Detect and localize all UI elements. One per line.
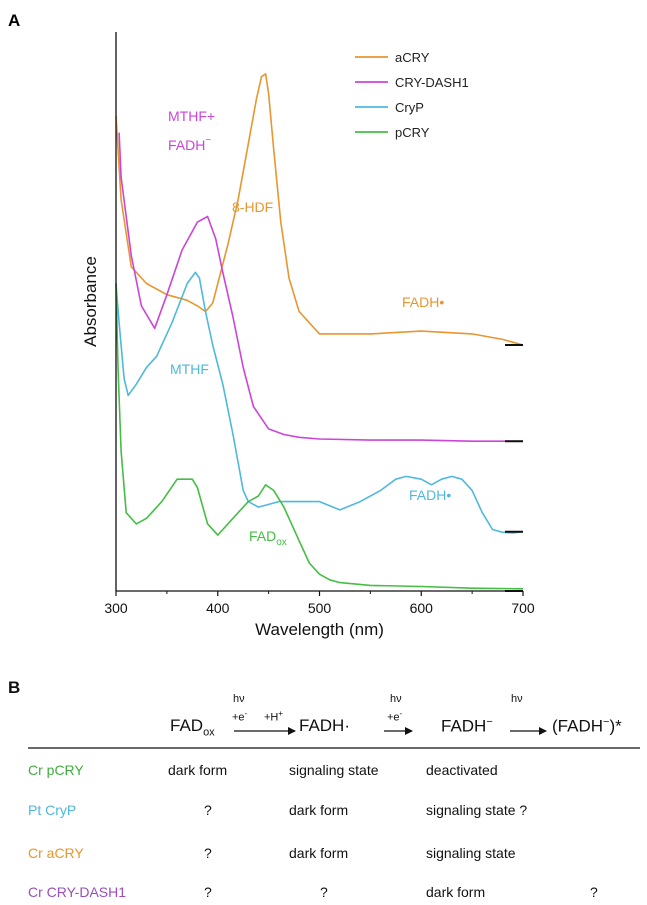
series-line-cry-dash1 (118, 132, 523, 442)
annotation-label: FADox (249, 528, 287, 548)
series-line-cryp (115, 271, 524, 534)
panel-b-letter: B (8, 678, 21, 697)
state-fadh-excited: (FADH−)* (552, 716, 622, 737)
x-tick-label: 600 (410, 600, 434, 616)
row-cell: dark form (289, 802, 349, 818)
state-fadh-excited-post: )* (609, 716, 622, 736)
legend-label: pCRY (395, 125, 430, 140)
state-fadh-radical: FADH· (299, 716, 350, 735)
row-cell: ? (204, 884, 212, 900)
series-line-pcry (115, 283, 524, 590)
row-cell: signaling state ? (426, 802, 528, 818)
row-cell: ? (320, 884, 328, 900)
row-cell: ? (204, 802, 212, 818)
axes: 300 400 500 600 700 (104, 32, 535, 616)
arrow1-electron: +e- (232, 709, 247, 724)
arrow2-electron-sup: - (399, 709, 403, 718)
arrow1-proton: +H+ (264, 709, 283, 724)
x-tick-label: 400 (206, 600, 230, 616)
legend-label: CryP (395, 100, 424, 115)
annotation-label: FADH• (402, 294, 444, 310)
state-fadh-anion-base: FADH (441, 716, 487, 736)
arrow2-electron: +e- (387, 709, 402, 724)
annotations: MTHF+ FADH− 8-HDF FADH• MTHF FADH• FADox (168, 108, 451, 548)
row-cell: dark form (289, 845, 349, 861)
annotation-label: 8-HDF (232, 199, 273, 215)
x-tick-label: 500 (308, 600, 332, 616)
row-organism-acry: Cr aCRY (28, 845, 84, 861)
arrow1-hv: hν (233, 693, 245, 705)
legend-label: aCRY (395, 50, 430, 65)
series-line-acry (115, 73, 524, 346)
plot-area (115, 73, 524, 592)
state-fadh-excited-pre: (FADH (552, 716, 603, 736)
annotation-label: MTHF+ (168, 108, 215, 124)
x-axis-label: Wavelength (nm) (255, 620, 384, 639)
state-fadh-anion-sup: − (486, 716, 493, 728)
row-cell: signaling state (426, 845, 516, 861)
x-tick-label: 300 (104, 600, 128, 616)
arrow1-proton-sup: + (278, 709, 284, 718)
row-cell: ? (590, 884, 598, 900)
row-cell: dark form (168, 762, 228, 778)
row-organism-cryp: Pt CryP (28, 802, 77, 818)
state-fadh-excited-sup: − (603, 716, 610, 728)
arrow3-hv: hν (511, 693, 523, 705)
arrow2-electron-text: +e (387, 711, 400, 724)
arrow1-electron-text: +e (232, 711, 245, 724)
state-fad-ox: FADox (170, 716, 215, 738)
row-cell: deactivated (426, 762, 498, 778)
arrow1-electron-sup: - (244, 709, 248, 718)
state-fad-ox-sub: ox (203, 726, 215, 739)
legend: aCRY CRY-DASH1 CryP pCRY (355, 50, 469, 140)
panel-a-letter: A (8, 11, 20, 30)
arrow2-hv: hν (390, 693, 402, 705)
row-organism-crydash1: Cr CRY-DASH1 (28, 884, 127, 900)
annotation-label: MTHF (170, 361, 209, 377)
row-cell: signaling state (289, 762, 379, 778)
state-fadh-anion: FADH− (441, 716, 493, 737)
legend-label: CRY-DASH1 (395, 75, 469, 90)
x-tick-label: 700 (511, 600, 535, 616)
row-organism-pcry: Cr pCRY (28, 762, 84, 778)
y-axis-label: Absorbance (81, 256, 100, 347)
arrow1-proton-text: +H (264, 711, 279, 724)
state-fad-ox-base: FAD (170, 716, 204, 735)
annotation-label: FADH− (168, 135, 211, 153)
row-cell: dark form (426, 884, 486, 900)
annotation-label: FADH• (409, 487, 451, 503)
row-cell: ? (204, 845, 212, 861)
